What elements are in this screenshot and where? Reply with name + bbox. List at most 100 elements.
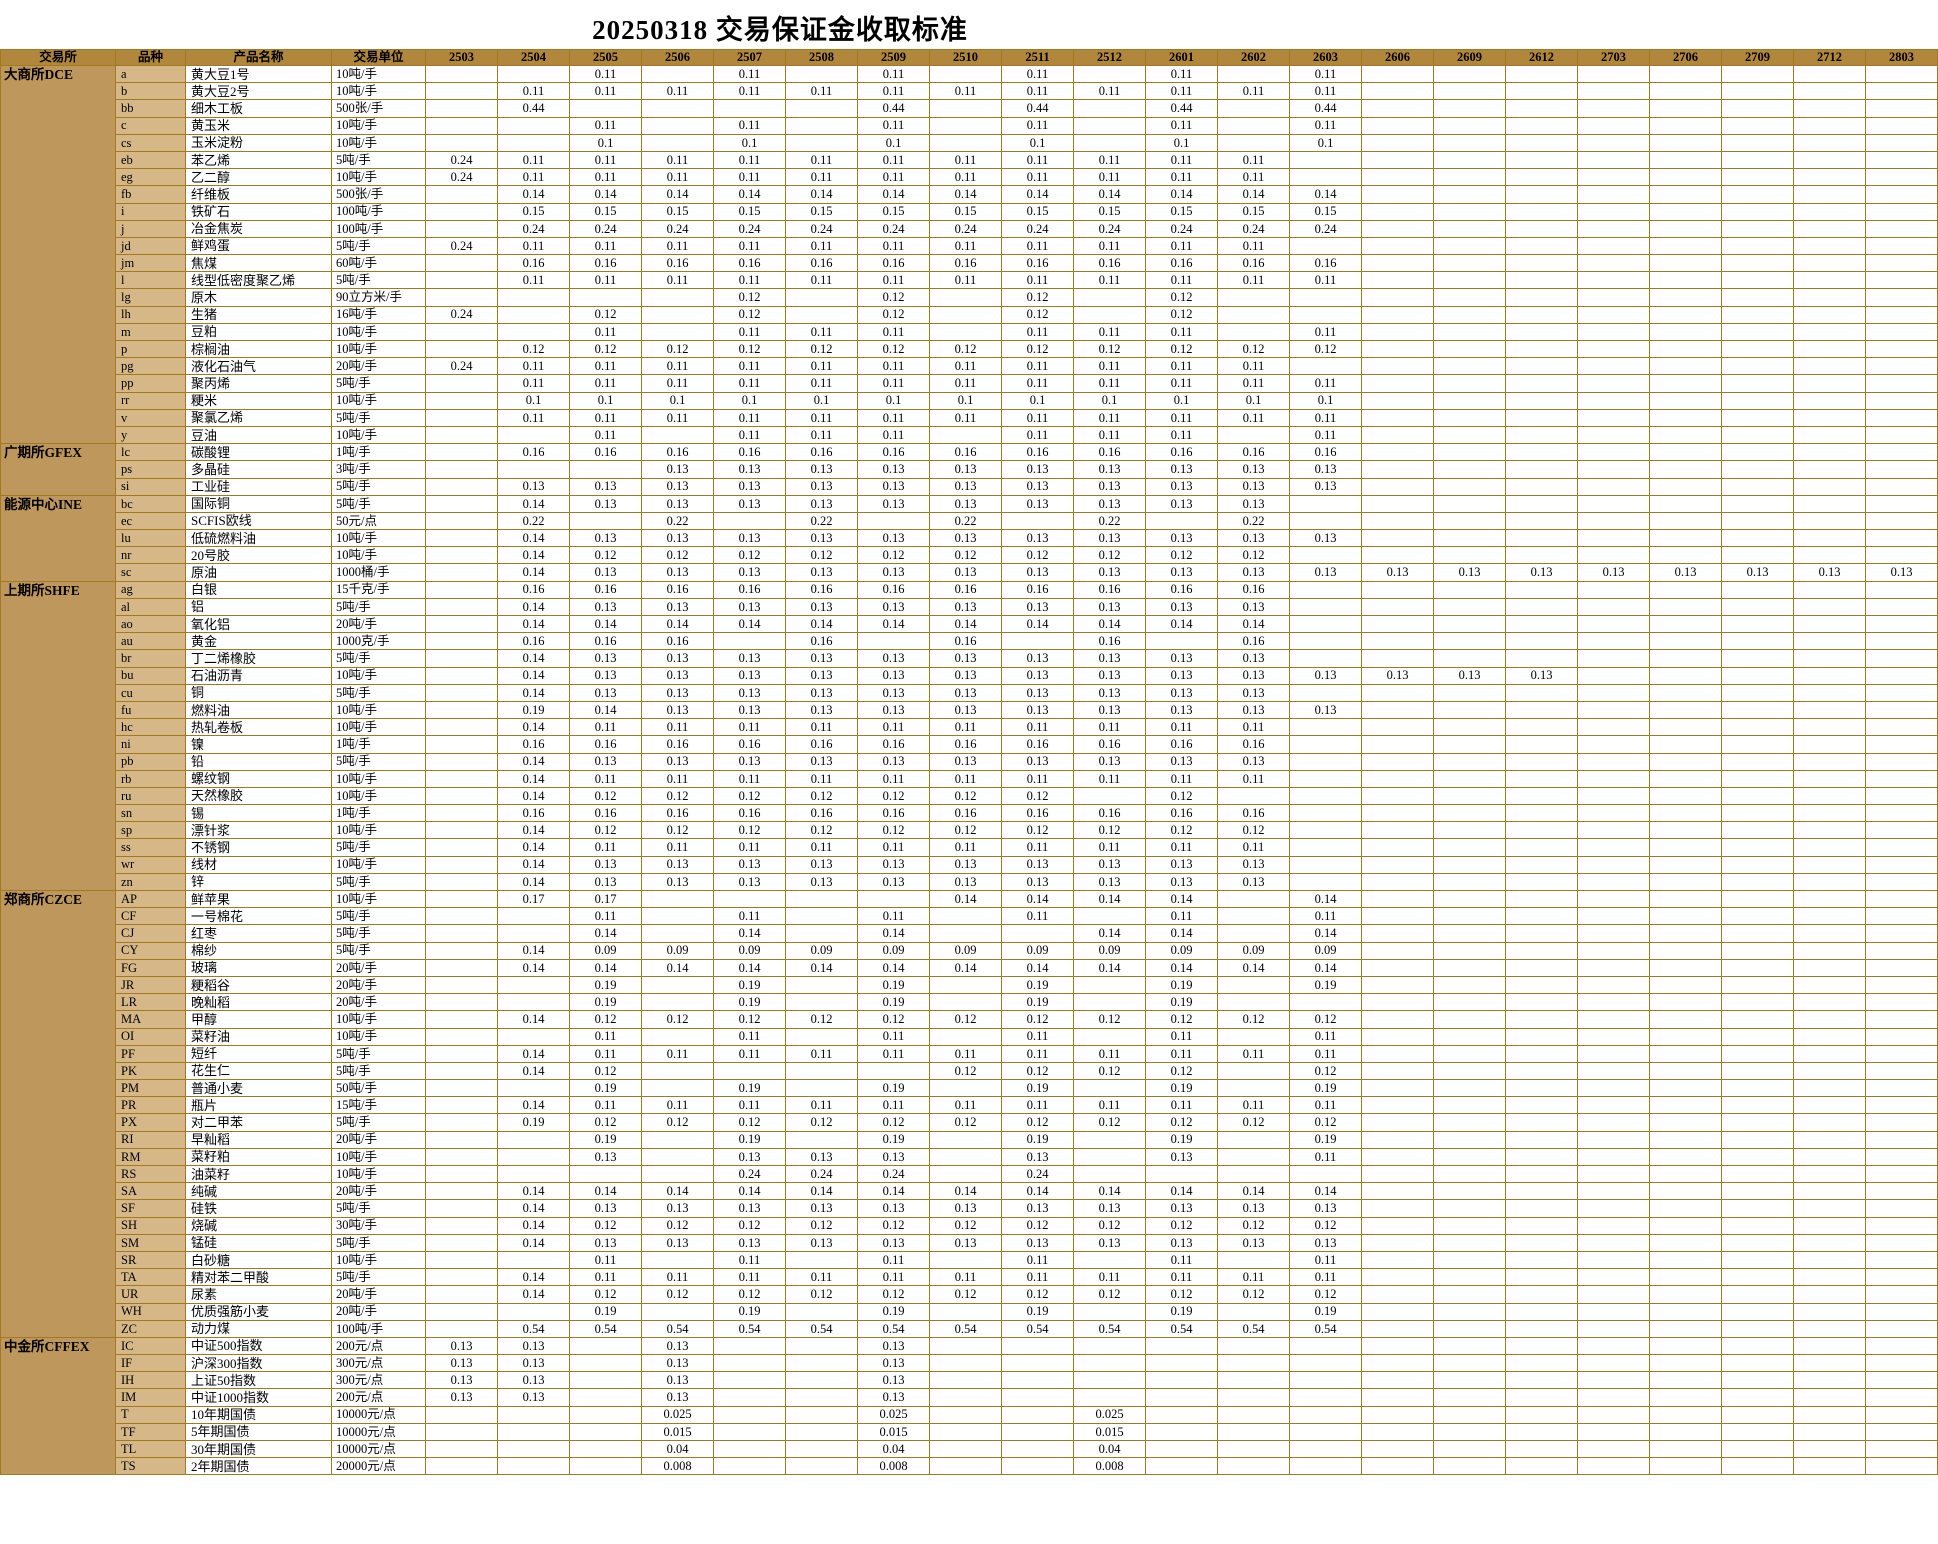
margin-value-cell[interactable] <box>1505 1079 1578 1098</box>
margin-value-cell[interactable]: 0.14 <box>785 1182 858 1201</box>
margin-value-cell[interactable]: 0.16 <box>569 580 642 599</box>
margin-value-cell[interactable]: 0.11 <box>713 374 786 393</box>
product-name-cell[interactable]: 热轧卷板 <box>185 718 332 737</box>
margin-value-cell[interactable]: 0.13 <box>1001 700 1074 720</box>
margin-value-cell[interactable] <box>1433 271 1506 290</box>
margin-value-cell[interactable]: 0.13 <box>857 563 930 582</box>
margin-value-cell[interactable] <box>1865 769 1938 788</box>
trade-unit-cell[interactable]: 200元/点 <box>331 1336 426 1356</box>
margin-value-cell[interactable]: 0.12 <box>641 546 714 565</box>
margin-value-cell[interactable] <box>1505 374 1578 393</box>
margin-value-cell[interactable] <box>1865 133 1938 152</box>
margin-value-cell[interactable] <box>1217 1354 1290 1373</box>
margin-value-cell[interactable] <box>1793 236 1866 256</box>
product-name-cell[interactable]: 甲醇 <box>185 1010 332 1029</box>
margin-value-cell[interactable] <box>1361 769 1434 788</box>
margin-value-cell[interactable] <box>1649 511 1722 531</box>
margin-value-cell[interactable]: 0.11 <box>929 150 1002 170</box>
product-name-cell[interactable]: 漂针浆 <box>185 821 332 840</box>
margin-value-cell[interactable] <box>1001 511 1074 531</box>
margin-value-cell[interactable] <box>1217 1422 1290 1442</box>
margin-value-cell[interactable]: 0.11 <box>641 408 714 427</box>
margin-value-cell[interactable]: 0.12 <box>713 288 786 307</box>
margin-value-cell[interactable]: 0.1 <box>785 391 858 410</box>
margin-value-cell[interactable] <box>1721 632 1794 651</box>
margin-value-cell[interactable] <box>1361 735 1434 754</box>
margin-value-cell[interactable]: 0.12 <box>1145 1113 1218 1132</box>
margin-value-cell[interactable] <box>785 1250 858 1270</box>
margin-value-cell[interactable] <box>1721 391 1794 410</box>
margin-value-cell[interactable] <box>1505 752 1578 771</box>
margin-value-cell[interactable] <box>1505 236 1578 256</box>
margin-value-cell[interactable] <box>1793 443 1866 462</box>
margin-value-cell[interactable] <box>1145 1405 1218 1424</box>
product-name-cell[interactable]: 不锈钢 <box>185 838 332 857</box>
margin-value-cell[interactable]: 0.44 <box>1289 99 1362 118</box>
margin-value-cell[interactable] <box>713 1388 786 1407</box>
month-column-header[interactable]: 2512 <box>1073 49 1146 66</box>
margin-value-cell[interactable]: 0.11 <box>857 150 930 170</box>
variety-code-cell[interactable]: si <box>115 477 186 496</box>
margin-value-cell[interactable]: 0.13 <box>1073 563 1146 582</box>
margin-value-cell[interactable]: 0.11 <box>857 1096 930 1115</box>
margin-value-cell[interactable] <box>425 1079 498 1098</box>
margin-value-cell[interactable]: 0.11 <box>497 150 570 170</box>
margin-value-cell[interactable]: 0.24 <box>785 219 858 238</box>
margin-value-cell[interactable] <box>1361 116 1434 135</box>
margin-value-cell[interactable]: 0.14 <box>497 1010 570 1029</box>
margin-value-cell[interactable] <box>425 322 498 342</box>
margin-value-cell[interactable] <box>713 1457 786 1476</box>
margin-value-cell[interactable]: 0.11 <box>1217 150 1290 170</box>
margin-value-cell[interactable]: 0.1 <box>713 133 786 152</box>
margin-value-cell[interactable] <box>1361 1199 1434 1218</box>
margin-value-cell[interactable] <box>1577 752 1650 771</box>
margin-value-cell[interactable] <box>785 1079 858 1098</box>
margin-value-cell[interactable]: 0.1 <box>569 133 642 152</box>
margin-value-cell[interactable] <box>1361 202 1434 221</box>
margin-value-cell[interactable]: 0.13 <box>785 460 858 479</box>
margin-value-cell[interactable]: 0.11 <box>713 1044 786 1063</box>
margin-value-cell[interactable] <box>1433 821 1506 840</box>
trade-unit-cell[interactable]: 10吨/手 <box>331 1147 426 1167</box>
margin-value-cell[interactable]: 0.13 <box>857 1354 930 1373</box>
month-column-header[interactable]: 2706 <box>1649 49 1722 66</box>
margin-value-cell[interactable]: 0.44 <box>857 99 930 118</box>
margin-value-cell[interactable] <box>1865 1302 1938 1321</box>
margin-value-cell[interactable]: 0.14 <box>497 529 570 548</box>
margin-value-cell[interactable]: 0.16 <box>1289 254 1362 273</box>
margin-value-cell[interactable]: 0.24 <box>1217 219 1290 238</box>
margin-value-cell[interactable]: 0.12 <box>1145 1010 1218 1029</box>
margin-value-cell[interactable]: 0.12 <box>1001 305 1074 324</box>
month-column-header[interactable]: 2709 <box>1721 49 1794 66</box>
margin-value-cell[interactable] <box>785 1439 858 1459</box>
margin-value-cell[interactable]: 0.13 <box>425 1336 498 1356</box>
margin-value-cell[interactable] <box>1001 1336 1074 1356</box>
variety-code-cell[interactable]: CY <box>115 941 186 960</box>
margin-value-cell[interactable]: 0.12 <box>641 1010 714 1029</box>
margin-value-cell[interactable] <box>425 443 498 462</box>
variety-code-cell[interactable]: j <box>115 219 186 238</box>
margin-value-cell[interactable] <box>1505 1199 1578 1218</box>
margin-value-cell[interactable]: 0.11 <box>1217 168 1290 187</box>
margin-value-cell[interactable] <box>1361 185 1434 204</box>
margin-value-cell[interactable] <box>425 99 498 118</box>
margin-value-cell[interactable] <box>1793 185 1866 204</box>
margin-value-cell[interactable]: 0.15 <box>929 202 1002 221</box>
margin-value-cell[interactable]: 0.13 <box>857 683 930 702</box>
margin-value-cell[interactable]: 0.14 <box>497 821 570 840</box>
margin-value-cell[interactable] <box>425 202 498 221</box>
margin-value-cell[interactable]: 0.12 <box>929 1113 1002 1132</box>
margin-value-cell[interactable]: 0.11 <box>1073 236 1146 256</box>
margin-value-cell[interactable] <box>1721 236 1794 256</box>
margin-value-cell[interactable] <box>1649 1096 1722 1115</box>
margin-value-cell[interactable]: 0.24 <box>1289 219 1362 238</box>
variety-code-cell[interactable]: a <box>115 64 186 84</box>
margin-value-cell[interactable] <box>1649 872 1722 892</box>
margin-value-cell[interactable] <box>1577 924 1650 943</box>
margin-value-cell[interactable]: 0.13 <box>785 752 858 771</box>
margin-value-cell[interactable] <box>569 1422 642 1442</box>
margin-value-cell[interactable] <box>497 1302 570 1321</box>
trade-unit-cell[interactable]: 10吨/手 <box>331 821 426 840</box>
margin-value-cell[interactable]: 0.11 <box>713 1096 786 1115</box>
margin-value-cell[interactable] <box>425 1044 498 1063</box>
